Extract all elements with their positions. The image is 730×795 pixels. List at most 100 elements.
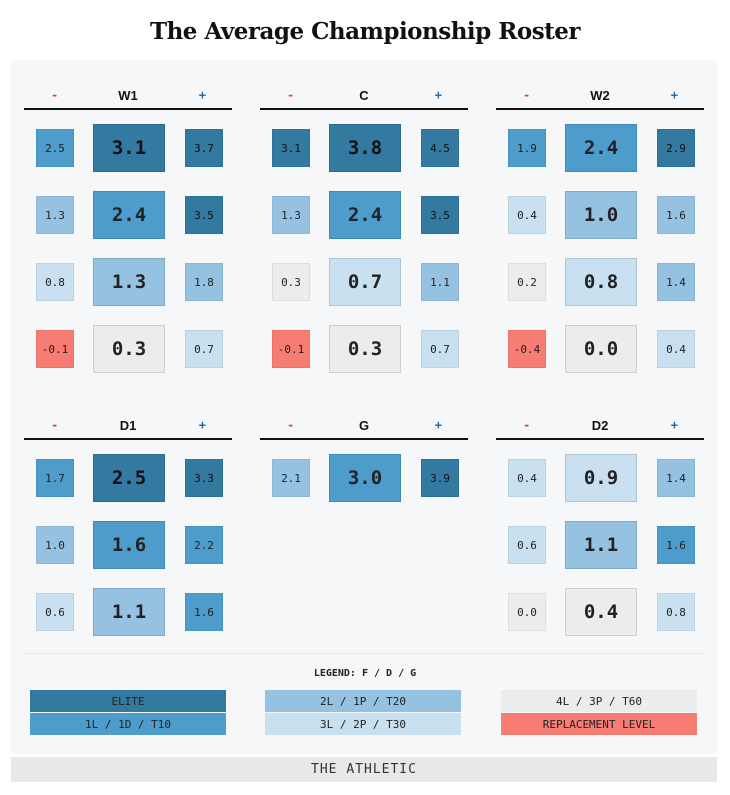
plus-marker: + [434,418,442,432]
average-value-cell: 2.5 [93,454,165,502]
value-row: 1.7 2.5 3.3 [24,454,232,502]
footer-brand: THE ATHLETIC [11,757,717,782]
low-value-cell: 1.7 [36,459,74,497]
average-value-cell: 0.9 [565,454,637,502]
high-value-cell: 0.8 [657,593,695,631]
minus-marker: - [287,88,295,102]
average-value-cell: 0.4 [565,588,637,636]
minus-marker: - [287,418,295,432]
value-row: -0.1 0.3 0.7 [24,325,232,373]
minus-marker: - [51,88,59,102]
high-value-cell: 0.4 [657,330,695,368]
average-value-cell: 0.0 [565,325,637,373]
high-value-cell: 3.9 [421,459,459,497]
value-row: 1.3 2.4 3.5 [24,191,232,239]
group-name: W1 [118,88,138,103]
value-row: 0.8 1.3 1.8 [24,258,232,306]
average-value-cell: 1.0 [565,191,637,239]
group-name: D2 [591,418,609,433]
average-value-cell: 2.4 [329,191,401,239]
average-value-cell: 0.7 [329,258,401,306]
high-value-cell: 0.7 [185,330,223,368]
average-value-cell: 3.0 [329,454,401,502]
group-d2: - D2 +0.4 0.9 1.4 0.6 1.1 1.6 0.0 0.4 0.8 [496,416,704,636]
value-row: -0.4 0.0 0.4 [496,325,704,373]
legend-item-replacement: REPLACEMENT LEVEL [501,713,697,735]
low-value-cell: 0.8 [36,263,74,301]
plus-marker: + [198,418,206,432]
high-value-cell: 3.3 [185,459,223,497]
group-name: G [358,418,370,433]
value-row: 0.4 1.0 1.6 [496,191,704,239]
value-row: 2.1 3.0 3.9 [260,454,468,502]
group-name: W2 [590,88,610,103]
average-value-cell: 1.1 [93,588,165,636]
legend-item-elite: ELITE [30,690,226,712]
value-row: 0.4 0.9 1.4 [496,454,704,502]
legend-item-tier2: 2L / 1P / T20 [265,690,461,712]
legend-item-tier4: 4L / 3P / T60 [501,690,697,712]
low-value-cell: 0.3 [272,263,310,301]
low-value-cell: 0.6 [36,593,74,631]
group-header: - W2 + [496,86,704,110]
plus-marker: + [670,418,678,432]
high-value-cell: 0.7 [421,330,459,368]
legend-divider [24,653,704,654]
high-value-cell: 2.2 [185,526,223,564]
high-value-cell: 1.8 [185,263,223,301]
minus-marker: - [523,418,531,432]
high-value-cell: 1.6 [657,196,695,234]
group-name: D1 [119,418,137,433]
group-w1: - W1 +2.5 3.1 3.7 1.3 2.4 3.5 0.8 1.3 1.8 -0.1 0.3 0.… [24,86,232,373]
value-row: 0.2 0.8 1.4 [496,258,704,306]
plus-marker: + [198,88,206,102]
value-row: 1.9 2.4 2.9 [496,124,704,172]
low-value-cell: 2.1 [272,459,310,497]
low-value-cell: 1.9 [508,129,546,167]
average-value-cell: 0.3 [329,325,401,373]
high-value-cell: 1.1 [421,263,459,301]
average-value-cell: 3.8 [329,124,401,172]
group-header: - D2 + [496,416,704,440]
high-value-cell: 3.5 [185,196,223,234]
group-header: - D1 + [24,416,232,440]
legend-item-tier1: 1L / 1D / T10 [30,713,226,735]
plus-marker: + [670,88,678,102]
average-value-cell: 0.3 [93,325,165,373]
high-value-cell: 1.4 [657,459,695,497]
low-value-cell: -0.4 [508,330,546,368]
high-value-cell: 3.7 [185,129,223,167]
minus-marker: - [523,88,531,102]
average-value-cell: 0.8 [565,258,637,306]
legend-item-tier3: 3L / 2P / T30 [265,713,461,735]
high-value-cell: 3.5 [421,196,459,234]
group-header: - G + [260,416,468,440]
legend-title: LEGEND: F / D / G [313,668,417,679]
chart-panel [11,60,717,754]
value-row: 0.3 0.7 1.1 [260,258,468,306]
average-value-cell: 3.1 [93,124,165,172]
group-d1: - D1 +1.7 2.5 3.3 1.0 1.6 2.2 0.6 1.1 1.6 [24,416,232,636]
group-header: - C + [260,86,468,110]
group-c: - C +3.1 3.8 4.5 1.3 2.4 3.5 0.3 0.7 1.1 -0.1 0.3 0.7 [260,86,468,373]
value-row: 0.6 1.1 1.6 [24,588,232,636]
low-value-cell: 0.2 [508,263,546,301]
plus-marker: + [434,88,442,102]
value-row: -0.1 0.3 0.7 [260,325,468,373]
high-value-cell: 4.5 [421,129,459,167]
group-g: - G +2.1 3.0 3.9 [260,416,468,502]
group-name: C [359,88,369,103]
low-value-cell: 1.3 [272,196,310,234]
high-value-cell: 1.6 [657,526,695,564]
low-value-cell: 3.1 [272,129,310,167]
high-value-cell: 1.6 [185,593,223,631]
low-value-cell: 0.6 [508,526,546,564]
average-value-cell: 1.3 [93,258,165,306]
high-value-cell: 2.9 [657,129,695,167]
value-row: 3.1 3.8 4.5 [260,124,468,172]
low-value-cell: 0.0 [508,593,546,631]
minus-marker: - [51,418,59,432]
value-row: 2.5 3.1 3.7 [24,124,232,172]
average-value-cell: 2.4 [93,191,165,239]
average-value-cell: 2.4 [565,124,637,172]
